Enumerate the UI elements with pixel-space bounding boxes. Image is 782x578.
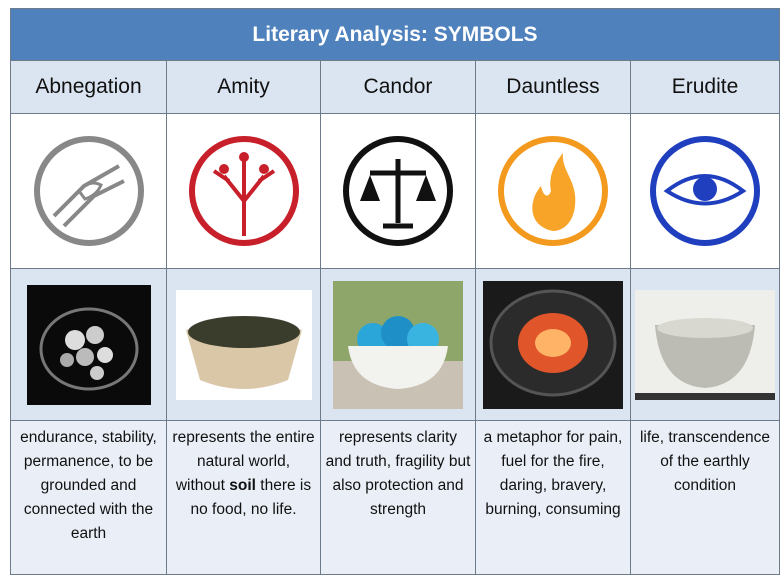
- symbol-description: a metaphor for pain, fuel for the fire, …: [476, 421, 631, 574]
- description-emphasis: soil: [229, 477, 256, 494]
- element-photo: [321, 269, 476, 421]
- column-header: Abnegation: [11, 61, 167, 114]
- symbol-description: represents the entire natural world, wit…: [167, 421, 321, 574]
- column-header: Erudite: [631, 61, 779, 114]
- faction-symbol: [167, 114, 321, 269]
- erudite-icon: [650, 136, 760, 246]
- water-photo: [635, 289, 775, 400]
- element-photo: [476, 269, 631, 421]
- amity-icon: [188, 136, 299, 246]
- stones-photo: [26, 284, 151, 405]
- element-photo: [11, 269, 167, 421]
- faction-symbol: [321, 114, 476, 269]
- description-text: life, transcendence of the earthly condi…: [639, 429, 771, 494]
- soil-photo: [175, 289, 312, 400]
- description-text: represents the entire natural world, wit…: [172, 429, 315, 494]
- description-text: there is no food, no life.: [190, 477, 312, 518]
- description-text: represents clarity and truth, fragility …: [325, 429, 471, 518]
- table-title: Literary Analysis: SYMBOLS: [11, 9, 779, 61]
- abnegation-icon: [33, 136, 144, 246]
- column-header: Candor: [321, 61, 476, 114]
- element-photo: [167, 269, 321, 421]
- description-text: a metaphor for pain, fuel for the fire, …: [483, 429, 623, 518]
- description-text: endurance, stability, permanence, to be …: [20, 429, 157, 542]
- dauntless-icon: [498, 136, 608, 246]
- symbol-description: endurance, stability, permanence, to be …: [11, 421, 167, 574]
- candor-icon: [343, 136, 453, 246]
- faction-symbol: [631, 114, 779, 269]
- glass-photo: [333, 280, 463, 409]
- symbols-table: Literary Analysis: SYMBOLS Abnegation Am…: [10, 8, 780, 575]
- faction-symbol: [11, 114, 167, 269]
- symbol-description: life, transcendence of the earthly condi…: [631, 421, 779, 574]
- symbol-description: represents clarity and truth, fragility …: [321, 421, 476, 574]
- coals-photo: [483, 280, 623, 409]
- column-header: Dauntless: [476, 61, 631, 114]
- element-photo: [631, 269, 779, 421]
- column-header: Amity: [167, 61, 321, 114]
- faction-symbol: [476, 114, 631, 269]
